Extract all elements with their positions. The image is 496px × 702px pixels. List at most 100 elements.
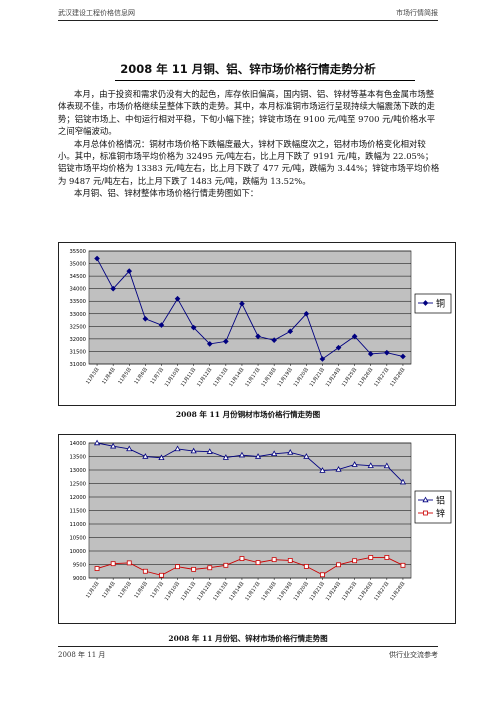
x-tick-label: 11月12日: [196, 367, 213, 388]
data-point: [190, 447, 197, 454]
data-point: [126, 560, 132, 566]
legend-label: 锌: [436, 508, 445, 520]
data-point: [190, 324, 197, 331]
x-tick-label: 11月28日: [389, 581, 406, 602]
data-point: [223, 338, 229, 345]
y-tick-label: 12000: [69, 495, 86, 501]
y-tick-label: 33500: [69, 299, 86, 305]
data-point: [238, 451, 246, 458]
data-point: [93, 439, 101, 446]
data-point: [400, 562, 406, 568]
x-tick-label: 11月20日: [293, 367, 310, 388]
x-tick-label: 11月18日: [260, 581, 277, 602]
data-point: [255, 560, 261, 566]
footer-right-text: 供行业交流参考: [389, 651, 438, 659]
x-tick-label: 11月10日: [164, 581, 181, 602]
data-point: [303, 453, 310, 459]
legend-box: [414, 293, 452, 314]
document-title: 2008 年 11 月铜、铝、锌市场价格行情走势分析: [120, 62, 376, 76]
data-point: [142, 315, 149, 322]
data-point: [158, 322, 165, 328]
data-point: [159, 572, 164, 578]
x-tick-label: 11月26日: [357, 581, 374, 602]
x-tick-label: 11月26日: [357, 367, 374, 388]
data-point: [174, 295, 181, 302]
data-point: [351, 333, 358, 340]
x-tick-label: 11月5日: [117, 581, 133, 600]
x-tick-label: 11月19日: [276, 581, 293, 602]
data-point: [175, 564, 180, 570]
y-tick-label: 33000: [69, 312, 86, 318]
legend-box: [414, 490, 452, 524]
y-tick-label: 31000: [69, 362, 86, 368]
y-tick-label: 11000: [69, 522, 86, 528]
y-tick-label: 34000: [69, 287, 86, 293]
x-tick-label: 11月17日: [244, 367, 261, 388]
data-point: [110, 561, 116, 567]
y-tick-label: 9000: [73, 576, 86, 582]
copper-price-chart: 31000 31500 32000 32500 33000 33500 34000 34500…: [69, 249, 452, 388]
x-tick-label: 11月10日: [164, 367, 181, 388]
x-tick-label: 11月12日: [196, 581, 213, 602]
data-point: [303, 563, 309, 569]
x-tick-label: 11月4日: [101, 367, 117, 386]
data-point: [335, 344, 342, 351]
x-tick-label: 11月11日: [180, 367, 197, 388]
paragraph-summary: 本月总体价格情况：铜材市场价格下跌幅度最大，锌材下跌幅度次之，铝材市场价格变化相…: [58, 138, 440, 186]
data-point: [287, 558, 293, 563]
y-tick-label: 10000: [69, 549, 86, 555]
data-point: [287, 328, 294, 335]
x-tick-label: 11月11日: [180, 581, 197, 602]
x-tick-label: 11月28日: [389, 367, 406, 388]
page-header: 武汉建设工程价格信息网 市场行情简报: [58, 6, 438, 21]
data-point: [239, 556, 245, 561]
data-point: [191, 566, 197, 572]
data-point: [254, 453, 262, 459]
y-tick-label: 9500: [73, 563, 86, 569]
x-tick-label: 11月13日: [212, 581, 229, 602]
data-point: [126, 268, 133, 274]
y-tick-label: 14000: [69, 441, 86, 447]
data-point: [142, 453, 149, 459]
data-point: [94, 255, 100, 262]
series-line-铜: [96, 258, 404, 360]
data-point: [255, 333, 261, 340]
data-point: [158, 454, 165, 461]
y-tick-label: 34500: [69, 274, 86, 280]
series-line-锌: [96, 557, 404, 576]
data-point: [287, 449, 294, 455]
x-tick-label: 11月7日: [149, 581, 165, 600]
y-tick-label: 13000: [69, 468, 86, 474]
data-point: [110, 442, 117, 449]
data-point: [384, 349, 390, 356]
x-tick-label: 11月20日: [293, 581, 310, 602]
x-tick-label: 11月6日: [133, 367, 149, 386]
x-tick-label: 11月24日: [325, 581, 342, 602]
data-point: [383, 462, 390, 469]
x-tick-label: 11月21日: [309, 367, 326, 388]
x-tick-label: 11月25日: [341, 367, 358, 388]
y-tick-label: 35500: [69, 249, 86, 255]
al-zn-chart-frame: 9000 9500 10000 10500 11000 11500 12000 12500 13…: [58, 434, 456, 624]
x-tick-label: 11月27日: [373, 367, 390, 388]
data-point: [207, 565, 213, 571]
copper-chart-caption: 2008 年 11 月份铜材市场价格行情走势图: [175, 410, 321, 419]
series-line-铝: [96, 442, 404, 483]
x-tick-label: 11月6日: [133, 581, 149, 600]
data-point: [303, 310, 310, 317]
data-point: [319, 467, 326, 473]
data-point: [239, 300, 245, 307]
data-point: [320, 572, 325, 578]
data-point: [174, 445, 181, 452]
footer-left-text: 2008 年 11 月: [58, 651, 106, 659]
x-tick-label: 11月14日: [228, 581, 245, 602]
data-point: [399, 478, 407, 485]
y-tick-label: 32000: [69, 337, 86, 343]
y-tick-label: 32500: [69, 324, 86, 330]
data-point: [206, 341, 213, 347]
copper-chart-frame: 31000 31500 32000 32500 33000 33500 34000 34500…: [58, 242, 456, 406]
x-tick-label: 11月21日: [309, 581, 326, 602]
data-point: [400, 353, 406, 360]
x-tick-label: 11月3日: [85, 367, 101, 386]
x-tick-label: 11月25日: [341, 581, 358, 602]
